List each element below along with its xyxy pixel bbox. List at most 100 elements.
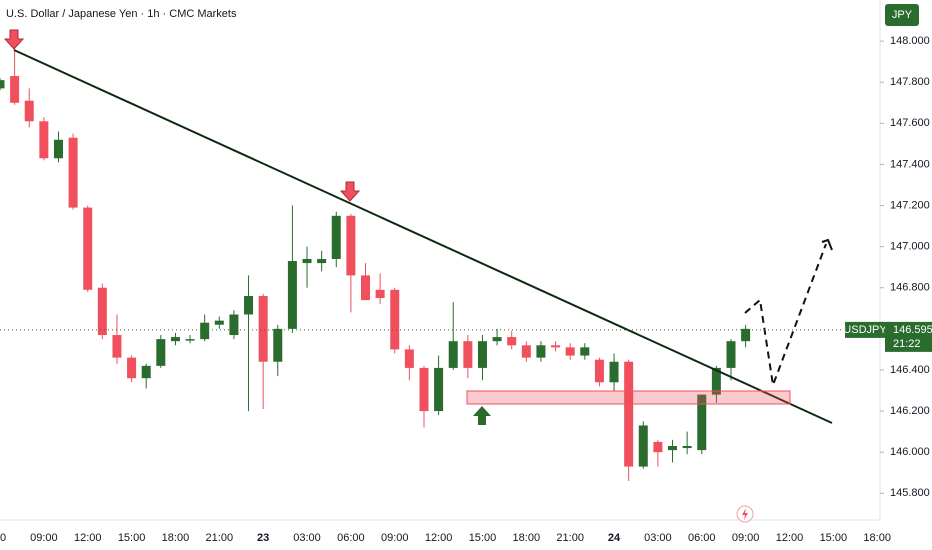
x-tick-label: 12:00 bbox=[74, 532, 102, 544]
candle-body bbox=[97, 287, 107, 336]
x-tick-label: 18:00 bbox=[863, 532, 891, 544]
candle-body bbox=[375, 289, 385, 299]
candle-body bbox=[287, 261, 297, 329]
x-tick-label: 18:00 bbox=[513, 532, 541, 544]
x-tick-label: 23 bbox=[257, 532, 269, 544]
candle-body bbox=[331, 215, 341, 259]
candle-body bbox=[317, 258, 327, 264]
candle-body bbox=[10, 76, 20, 103]
candle-body bbox=[624, 361, 634, 467]
x-tick-label: 15:00 bbox=[820, 532, 848, 544]
projection-path bbox=[744, 243, 827, 389]
currency: JPY bbox=[892, 9, 913, 21]
candle-body bbox=[726, 341, 736, 368]
x-tick-label: 06:00 bbox=[688, 532, 716, 544]
candle-body bbox=[0, 80, 5, 89]
candle-body bbox=[565, 347, 575, 356]
lightning bbox=[742, 508, 748, 520]
chart-title: U.S. Dollar / Japanese Yen · 1h · CMC Ma… bbox=[6, 8, 237, 20]
price-tag bbox=[885, 321, 932, 352]
y-tick-label: 146.400 bbox=[890, 364, 930, 376]
candle-body bbox=[551, 345, 561, 348]
x-tick-label: 03:00 bbox=[644, 532, 672, 544]
x-tick-label: 15:00 bbox=[118, 532, 146, 544]
candle-body bbox=[258, 295, 268, 362]
candle-body bbox=[638, 425, 648, 467]
candle-body bbox=[653, 441, 663, 453]
x-tick-label: 06:00 bbox=[337, 532, 365, 544]
candle-body bbox=[302, 258, 312, 264]
candle-body bbox=[741, 328, 751, 342]
candle-body bbox=[185, 339, 195, 341]
candle-body bbox=[507, 337, 517, 346]
candle-body bbox=[244, 295, 254, 315]
candle-body bbox=[463, 341, 473, 368]
y-tick-label: 146.800 bbox=[890, 282, 930, 294]
x-tick-label: 09:00 bbox=[381, 532, 409, 544]
candle-body bbox=[668, 446, 678, 451]
candle-body bbox=[404, 349, 414, 368]
countdown: 21:22 bbox=[893, 338, 921, 350]
down-arrow bbox=[339, 181, 361, 202]
candle-body bbox=[39, 121, 49, 159]
y-tick-label: 145.800 bbox=[890, 487, 930, 499]
y-tick-label: 146.200 bbox=[890, 405, 930, 417]
symbol-tag bbox=[845, 321, 885, 338]
y-tick-label: 147.400 bbox=[890, 158, 930, 170]
x-tick-label: 15:00 bbox=[469, 532, 497, 544]
x-tick-label: 12:00 bbox=[425, 532, 453, 544]
candle-body bbox=[170, 337, 180, 342]
candle-body bbox=[127, 357, 137, 379]
candle-body bbox=[68, 137, 78, 208]
candles bbox=[0, 49, 751, 481]
x-tick-label: 09:00 bbox=[30, 532, 58, 544]
candle-body bbox=[682, 446, 692, 449]
candle-body bbox=[492, 337, 502, 342]
y-tick-label: 148.000 bbox=[890, 35, 930, 47]
candle-body bbox=[214, 320, 224, 325]
candle-body bbox=[521, 345, 531, 358]
up-arrow bbox=[473, 406, 491, 425]
symbol-label: USDJPY bbox=[843, 324, 887, 336]
candle-body bbox=[609, 361, 619, 383]
candle-body bbox=[419, 367, 429, 412]
candle-body bbox=[361, 275, 370, 301]
trend-line bbox=[13, 49, 833, 424]
candle-body bbox=[200, 322, 210, 340]
y-tick-label: 147.200 bbox=[890, 199, 930, 211]
x-tick-label: 21:00 bbox=[556, 532, 584, 544]
candle-body bbox=[24, 100, 34, 122]
down-arrow bbox=[3, 29, 25, 50]
x-tick-label: 00 bbox=[0, 532, 6, 544]
candle-body bbox=[273, 328, 283, 362]
candle-body bbox=[477, 341, 487, 368]
price-tag-label: 146.595 bbox=[893, 324, 932, 336]
candle-body bbox=[536, 345, 546, 358]
currency-box[interactable] bbox=[885, 4, 919, 26]
projection-arrowhead bbox=[821, 238, 833, 251]
candle-body bbox=[697, 394, 707, 451]
candle-body bbox=[53, 139, 63, 159]
candle-body bbox=[346, 215, 356, 276]
x-tick-label: 03:00 bbox=[293, 532, 321, 544]
x-tick-label: 21:00 bbox=[206, 532, 234, 544]
candle-body bbox=[594, 359, 604, 383]
x-tick-label: 24 bbox=[608, 532, 621, 544]
x-tick-label: 18:00 bbox=[162, 532, 190, 544]
candle-body bbox=[141, 365, 151, 379]
y-tick-label: 147.600 bbox=[890, 117, 930, 129]
y-tick-label: 147.800 bbox=[890, 76, 930, 88]
y-tick-label: 147.000 bbox=[890, 241, 930, 253]
candle-body bbox=[229, 314, 239, 336]
x-tick-label: 09:00 bbox=[732, 532, 760, 544]
y-tick-label: 146.000 bbox=[890, 446, 930, 458]
candle-body bbox=[83, 207, 93, 290]
candle-body bbox=[448, 341, 458, 368]
candle-body bbox=[390, 289, 400, 350]
candle-body bbox=[434, 367, 444, 412]
candle-body bbox=[711, 367, 721, 395]
candle-body bbox=[112, 335, 122, 358]
